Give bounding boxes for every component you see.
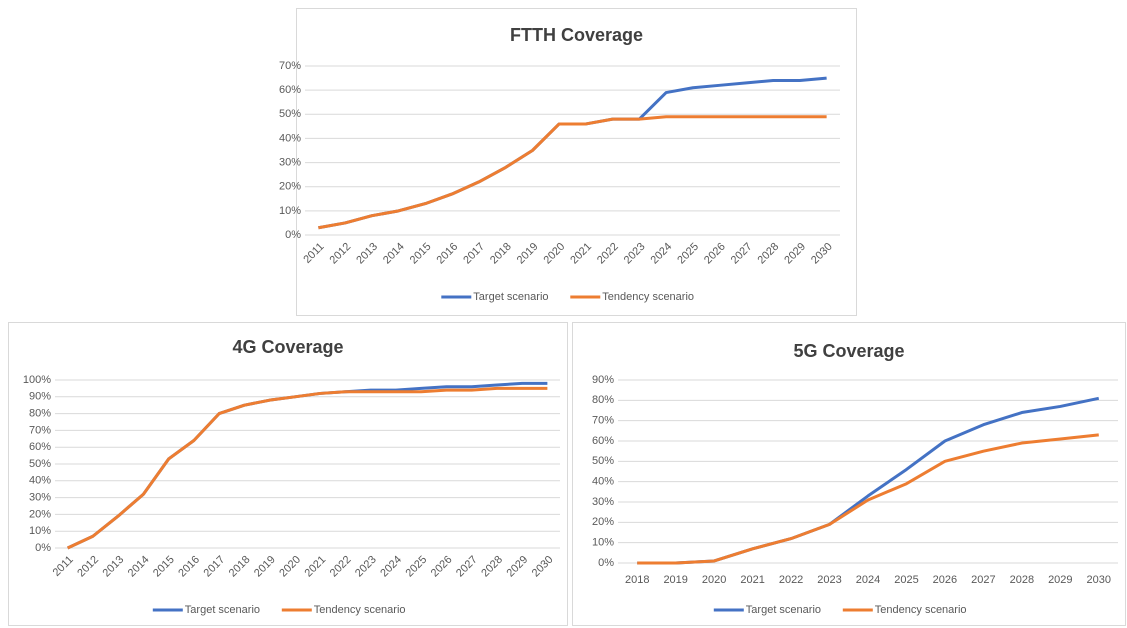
y-tick-label: 30%	[592, 496, 614, 508]
series-line	[66, 386, 548, 550]
legend-label: Tendency scenario	[602, 291, 694, 303]
x-tick-label: 2022	[779, 574, 803, 586]
y-tick-label: 0%	[598, 557, 614, 569]
x-tick-label: 2021	[740, 574, 764, 586]
y-tick-label: 70%	[29, 424, 51, 436]
x-tick-label: 2018	[625, 574, 649, 586]
y-tick-label: 20%	[279, 181, 301, 193]
y-tick-label: 100%	[23, 374, 51, 386]
y-tick-label: 10%	[592, 537, 614, 549]
chart-title: FTTH Coverage	[510, 25, 643, 45]
y-tick-label: 30%	[29, 492, 51, 504]
y-tick-label: 90%	[29, 391, 51, 403]
y-tick-label: 20%	[592, 516, 614, 528]
y-tick-label: 80%	[592, 394, 614, 406]
legend-label: Target scenario	[746, 604, 821, 616]
y-tick-label: 80%	[29, 408, 51, 420]
y-tick-label: 60%	[279, 84, 301, 96]
chart-panel	[572, 322, 1126, 626]
x-tick-label: 2030	[1087, 574, 1111, 586]
legend-label: Tendency scenario	[875, 604, 967, 616]
legend-label: Target scenario	[473, 291, 548, 303]
x-tick-label: 2025	[894, 574, 918, 586]
series-line	[318, 115, 827, 230]
y-tick-label: 10%	[29, 525, 51, 537]
y-tick-label: 40%	[592, 476, 614, 488]
y-tick-label: 0%	[285, 229, 301, 241]
y-tick-label: 0%	[35, 542, 51, 554]
chart-title: 5G Coverage	[793, 341, 904, 361]
x-tick-label: 2026	[933, 574, 957, 586]
x-tick-label: 2024	[856, 574, 880, 586]
chart-panel	[296, 8, 857, 316]
y-tick-label: 70%	[279, 60, 301, 72]
y-tick-label: 20%	[29, 508, 51, 520]
y-tick-label: 50%	[592, 455, 614, 467]
x-tick-label: 2019	[663, 574, 687, 586]
x-tick-label: 2028	[1010, 574, 1034, 586]
y-tick-label: 30%	[279, 156, 301, 168]
y-tick-label: 40%	[29, 475, 51, 487]
y-tick-label: 90%	[592, 374, 614, 386]
chart-title: 4G Coverage	[232, 337, 343, 357]
legend-label: Tendency scenario	[314, 604, 406, 616]
y-tick-label: 50%	[29, 458, 51, 470]
y-tick-label: 50%	[279, 108, 301, 120]
y-tick-label: 60%	[29, 441, 51, 453]
y-tick-label: 10%	[279, 205, 301, 217]
x-tick-label: 2029	[1048, 574, 1072, 586]
y-tick-label: 40%	[279, 132, 301, 144]
x-tick-label: 2023	[817, 574, 841, 586]
legend-label: Target scenario	[185, 604, 260, 616]
x-tick-label: 2027	[971, 574, 995, 586]
y-tick-label: 60%	[592, 435, 614, 447]
series-line	[637, 433, 1099, 565]
chart-panel	[8, 322, 568, 626]
x-tick-label: 2020	[702, 574, 726, 586]
y-tick-label: 70%	[592, 415, 614, 427]
